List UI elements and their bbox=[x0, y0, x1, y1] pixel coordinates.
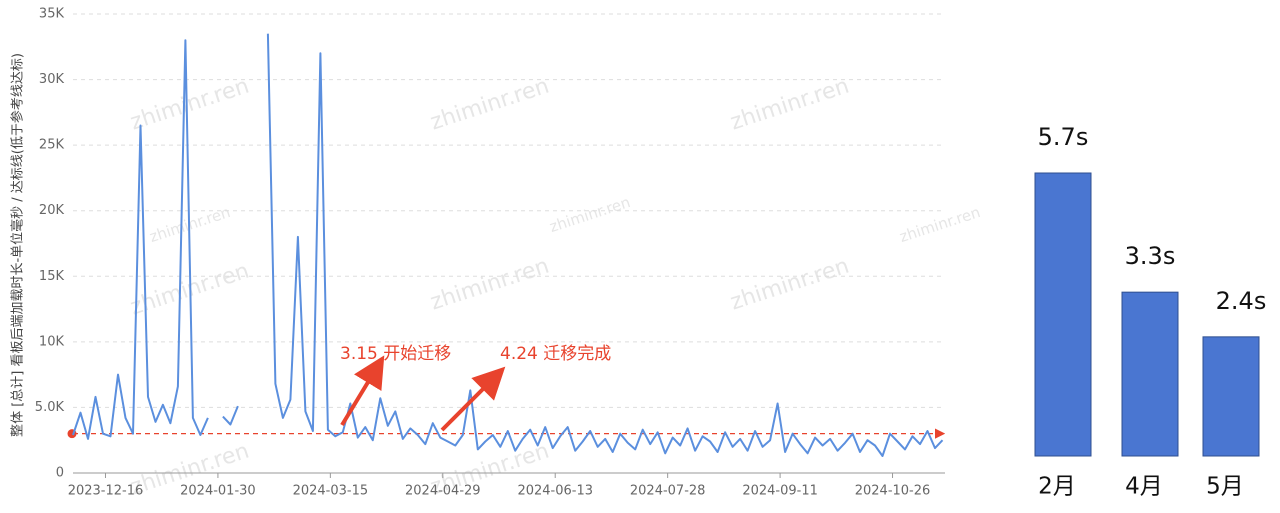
watermark: zhiminr.ren bbox=[897, 203, 982, 246]
category-label: 5月 bbox=[1206, 474, 1244, 500]
annotation-arrow bbox=[440, 366, 506, 432]
y-tick-label: 20K bbox=[39, 203, 65, 218]
y-tick-label: 25K bbox=[39, 138, 65, 153]
watermark: zhiminr.ren bbox=[127, 74, 252, 136]
value-label: 5.7s bbox=[1038, 123, 1089, 151]
watermark: zhiminr.ren bbox=[547, 193, 632, 236]
y-axis-label: 整体 [总计] 看板后端加载时长-单位毫秒 / 达标线(低于参考线达标) bbox=[10, 53, 26, 437]
bar bbox=[1034, 172, 1092, 457]
category-label: 2月 bbox=[1038, 474, 1076, 500]
bar bbox=[1202, 336, 1260, 457]
watermark: zhiminr.ren bbox=[727, 254, 852, 316]
watermark: zhiminr.ren bbox=[727, 74, 852, 136]
annotation-arrow bbox=[340, 355, 385, 427]
x-tick-label: 2024-10-26 bbox=[855, 484, 931, 499]
y-tick-label: 15K bbox=[39, 269, 65, 284]
annotation: 3.15 开始迁移 bbox=[340, 344, 451, 364]
x-tick-label: 2024-04-29 bbox=[405, 484, 481, 499]
annotation: 4.24 迁移完成 bbox=[500, 344, 611, 364]
x-tick-label: 2024-03-15 bbox=[293, 484, 369, 499]
x-tick-label: 2023-12-16 bbox=[68, 484, 144, 499]
y-tick-label: 10K bbox=[39, 334, 65, 349]
watermark: zhiminr.ren bbox=[427, 254, 552, 316]
y-tick-label: 0 bbox=[56, 466, 64, 481]
watermark: zhiminr.ren bbox=[427, 74, 552, 136]
line-chart: 0 5.0K 10K 15K 20K 25K 30K 35K 2023-12-16 2024-01… bbox=[35, 7, 946, 499]
x-tick-label: 2024-01-30 bbox=[180, 484, 256, 499]
y-tick-label: 30K bbox=[39, 72, 65, 87]
x-tick-label: 2024-06-13 bbox=[517, 484, 593, 499]
category-label: 4月 bbox=[1125, 474, 1163, 500]
value-label: 2.4s bbox=[1216, 287, 1267, 315]
y-tick-label: 5.0K bbox=[35, 400, 65, 415]
value-label: 3.3s bbox=[1125, 242, 1176, 270]
bar bbox=[1121, 291, 1179, 457]
bar-chart: 5.7s 2月 3.3s 4月 2.4s 5月 bbox=[1034, 123, 1267, 500]
data-line bbox=[72, 33, 944, 457]
x-tick-label: 2024-07-28 bbox=[630, 484, 706, 499]
y-tick-label: 35K bbox=[39, 7, 65, 22]
x-tick-label: 2024-09-11 bbox=[742, 484, 818, 499]
